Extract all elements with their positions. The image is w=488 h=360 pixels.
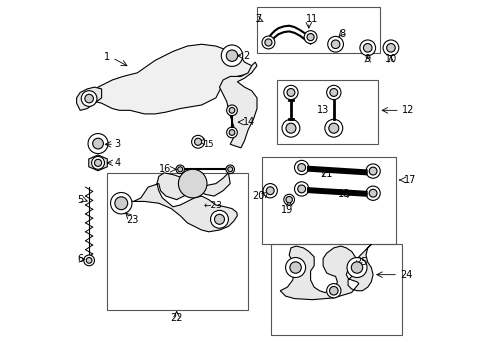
Bar xyxy=(262,157,395,244)
Circle shape xyxy=(229,130,234,135)
Text: 23: 23 xyxy=(125,215,138,225)
Circle shape xyxy=(285,197,292,203)
Circle shape xyxy=(263,184,277,198)
Polygon shape xyxy=(77,87,102,111)
Circle shape xyxy=(365,164,380,178)
Circle shape xyxy=(81,91,97,107)
Circle shape xyxy=(88,134,108,154)
Text: 18: 18 xyxy=(338,189,350,199)
Circle shape xyxy=(227,167,232,172)
Circle shape xyxy=(331,40,339,49)
Circle shape xyxy=(226,105,237,116)
Text: 11: 11 xyxy=(305,14,317,24)
Circle shape xyxy=(324,119,342,137)
Circle shape xyxy=(214,214,224,224)
Polygon shape xyxy=(112,173,237,232)
Circle shape xyxy=(229,108,234,113)
Bar xyxy=(107,173,247,310)
Circle shape xyxy=(86,257,92,263)
Bar xyxy=(276,80,378,144)
Circle shape xyxy=(327,36,343,52)
Bar xyxy=(271,244,401,336)
Circle shape xyxy=(359,40,375,56)
Text: 14: 14 xyxy=(242,117,254,127)
Circle shape xyxy=(286,89,294,96)
Circle shape xyxy=(328,123,338,133)
Circle shape xyxy=(177,167,183,172)
Text: 8: 8 xyxy=(339,28,345,39)
Text: 6: 6 xyxy=(77,254,83,264)
Text: 1: 1 xyxy=(103,52,110,62)
Circle shape xyxy=(304,31,316,44)
Circle shape xyxy=(194,138,201,145)
Circle shape xyxy=(326,284,340,298)
Circle shape xyxy=(225,165,234,174)
Text: 7: 7 xyxy=(254,14,261,24)
Circle shape xyxy=(365,186,380,201)
Circle shape xyxy=(93,138,103,149)
Text: 5: 5 xyxy=(77,195,83,204)
Circle shape xyxy=(329,287,337,295)
Circle shape xyxy=(368,167,376,175)
Circle shape xyxy=(226,50,237,62)
Polygon shape xyxy=(219,62,257,148)
Circle shape xyxy=(176,165,184,174)
Text: 20: 20 xyxy=(251,191,264,201)
Polygon shape xyxy=(280,244,372,300)
Circle shape xyxy=(226,127,237,138)
Text: 9: 9 xyxy=(364,54,370,64)
Circle shape xyxy=(350,262,362,273)
Circle shape xyxy=(363,44,371,52)
Polygon shape xyxy=(87,44,251,114)
Circle shape xyxy=(115,197,127,210)
Circle shape xyxy=(346,257,366,278)
Bar xyxy=(257,7,380,53)
Circle shape xyxy=(294,160,308,175)
Circle shape xyxy=(110,193,132,214)
Circle shape xyxy=(83,255,94,266)
Circle shape xyxy=(285,257,305,278)
Circle shape xyxy=(294,182,308,196)
Text: 19: 19 xyxy=(281,205,293,215)
Circle shape xyxy=(306,33,313,41)
Text: 2: 2 xyxy=(243,51,249,61)
Text: 3: 3 xyxy=(114,139,120,149)
Circle shape xyxy=(368,189,376,197)
Circle shape xyxy=(289,262,301,273)
Circle shape xyxy=(262,36,274,49)
Text: 24: 24 xyxy=(399,270,411,280)
Circle shape xyxy=(285,123,295,133)
Circle shape xyxy=(326,85,340,100)
Circle shape xyxy=(221,45,242,66)
Circle shape xyxy=(94,159,102,166)
Text: 15: 15 xyxy=(203,140,213,149)
Circle shape xyxy=(297,185,305,193)
Circle shape xyxy=(210,210,228,228)
Circle shape xyxy=(282,119,299,137)
Circle shape xyxy=(191,135,204,148)
Text: 17: 17 xyxy=(403,175,415,185)
Circle shape xyxy=(283,194,294,205)
Text: 4: 4 xyxy=(114,158,120,168)
Circle shape xyxy=(386,44,394,52)
Circle shape xyxy=(91,157,104,169)
Circle shape xyxy=(178,169,206,198)
Circle shape xyxy=(329,89,337,96)
Circle shape xyxy=(382,40,398,56)
Text: 25: 25 xyxy=(354,257,367,267)
Circle shape xyxy=(266,187,274,195)
Text: ←23: ←23 xyxy=(203,201,222,210)
Text: 12: 12 xyxy=(401,105,413,115)
Text: 16: 16 xyxy=(159,164,171,174)
Circle shape xyxy=(84,94,93,103)
Circle shape xyxy=(283,85,298,100)
Text: 10: 10 xyxy=(384,54,396,64)
Text: 21: 21 xyxy=(320,168,332,179)
Text: 13: 13 xyxy=(316,105,328,115)
Polygon shape xyxy=(89,155,107,171)
Text: 22: 22 xyxy=(170,312,183,323)
Circle shape xyxy=(297,163,305,171)
Circle shape xyxy=(264,39,271,46)
